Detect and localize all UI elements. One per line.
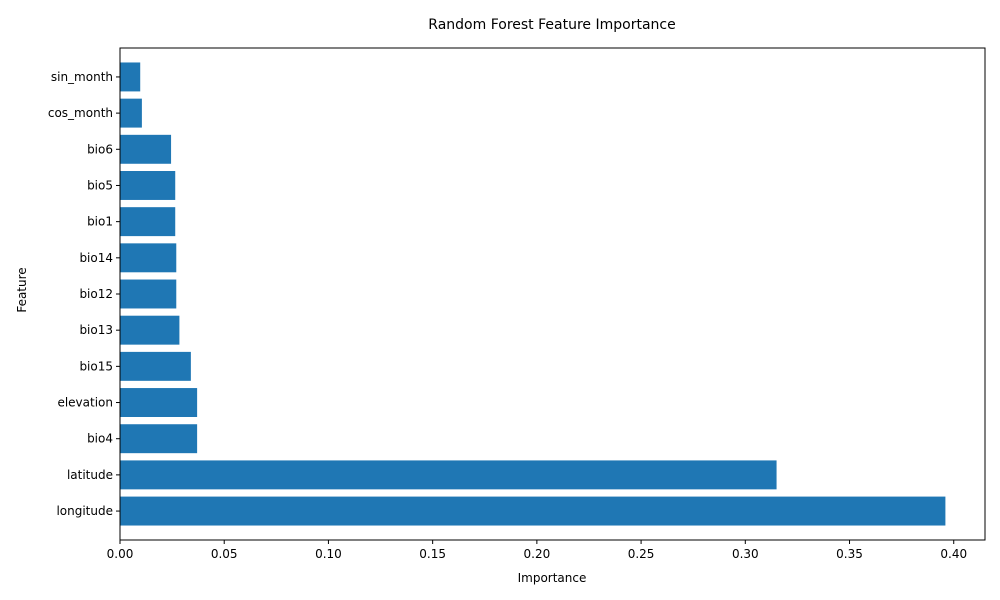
bar-elevation xyxy=(120,388,198,417)
y-tick-label: bio12 xyxy=(79,287,113,301)
bar-cos_month xyxy=(120,98,142,128)
x-axis-label: Importance xyxy=(518,571,587,585)
x-tick-label: 0.15 xyxy=(419,547,446,561)
bar-latitude xyxy=(120,460,777,490)
y-tick-label: longitude xyxy=(56,504,113,518)
chart-title: Random Forest Feature Importance xyxy=(428,17,675,33)
plot-frame xyxy=(119,47,986,541)
bar-bio14 xyxy=(120,243,177,273)
x-tick-label: 0.35 xyxy=(836,547,863,561)
bar-bio1 xyxy=(120,207,176,237)
bar-sin_month xyxy=(120,62,141,92)
bar-bio13 xyxy=(120,315,180,345)
bar-bio4 xyxy=(120,424,198,454)
y-tick-label: bio13 xyxy=(79,323,113,337)
x-ticks: 0.00 0.05 0.10 0.15 0.20 0.25 0.30 0.35 0.40 xyxy=(107,540,967,561)
bar-longitude xyxy=(120,496,946,526)
y-tick-label: latitude xyxy=(67,468,113,482)
y-tick-labels: longitude latitude bio4 elevation bio15 bio13… xyxy=(48,70,120,518)
y-tick-label: bio15 xyxy=(79,359,113,373)
x-tick-label: 0.10 xyxy=(315,547,342,561)
bar-bio15 xyxy=(120,351,191,381)
y-tick-label: bio4 xyxy=(87,432,113,446)
y-tick-label: bio14 xyxy=(79,251,113,265)
y-tick-label: cos_month xyxy=(48,106,113,120)
bar-bio5 xyxy=(120,171,176,200)
x-tick-label: 0.25 xyxy=(628,547,655,561)
x-tick-label: 0.40 xyxy=(940,547,967,561)
y-tick-label: bio5 xyxy=(87,178,113,192)
y-tick-label: bio1 xyxy=(87,215,113,229)
y-tick-label: bio6 xyxy=(87,142,113,156)
y-tick-label: elevation xyxy=(57,396,113,410)
y-tick-label: sin_month xyxy=(51,70,113,84)
bars-group xyxy=(120,62,946,526)
bar-bio6 xyxy=(120,134,172,164)
x-tick-label: 0.30 xyxy=(732,547,759,561)
y-axis-label: Feature xyxy=(15,267,29,312)
x-tick-label: 0.20 xyxy=(524,547,551,561)
x-tick-label: 0.05 xyxy=(211,547,238,561)
x-tick-label: 0.00 xyxy=(107,547,134,561)
bar-bio12 xyxy=(120,279,177,309)
